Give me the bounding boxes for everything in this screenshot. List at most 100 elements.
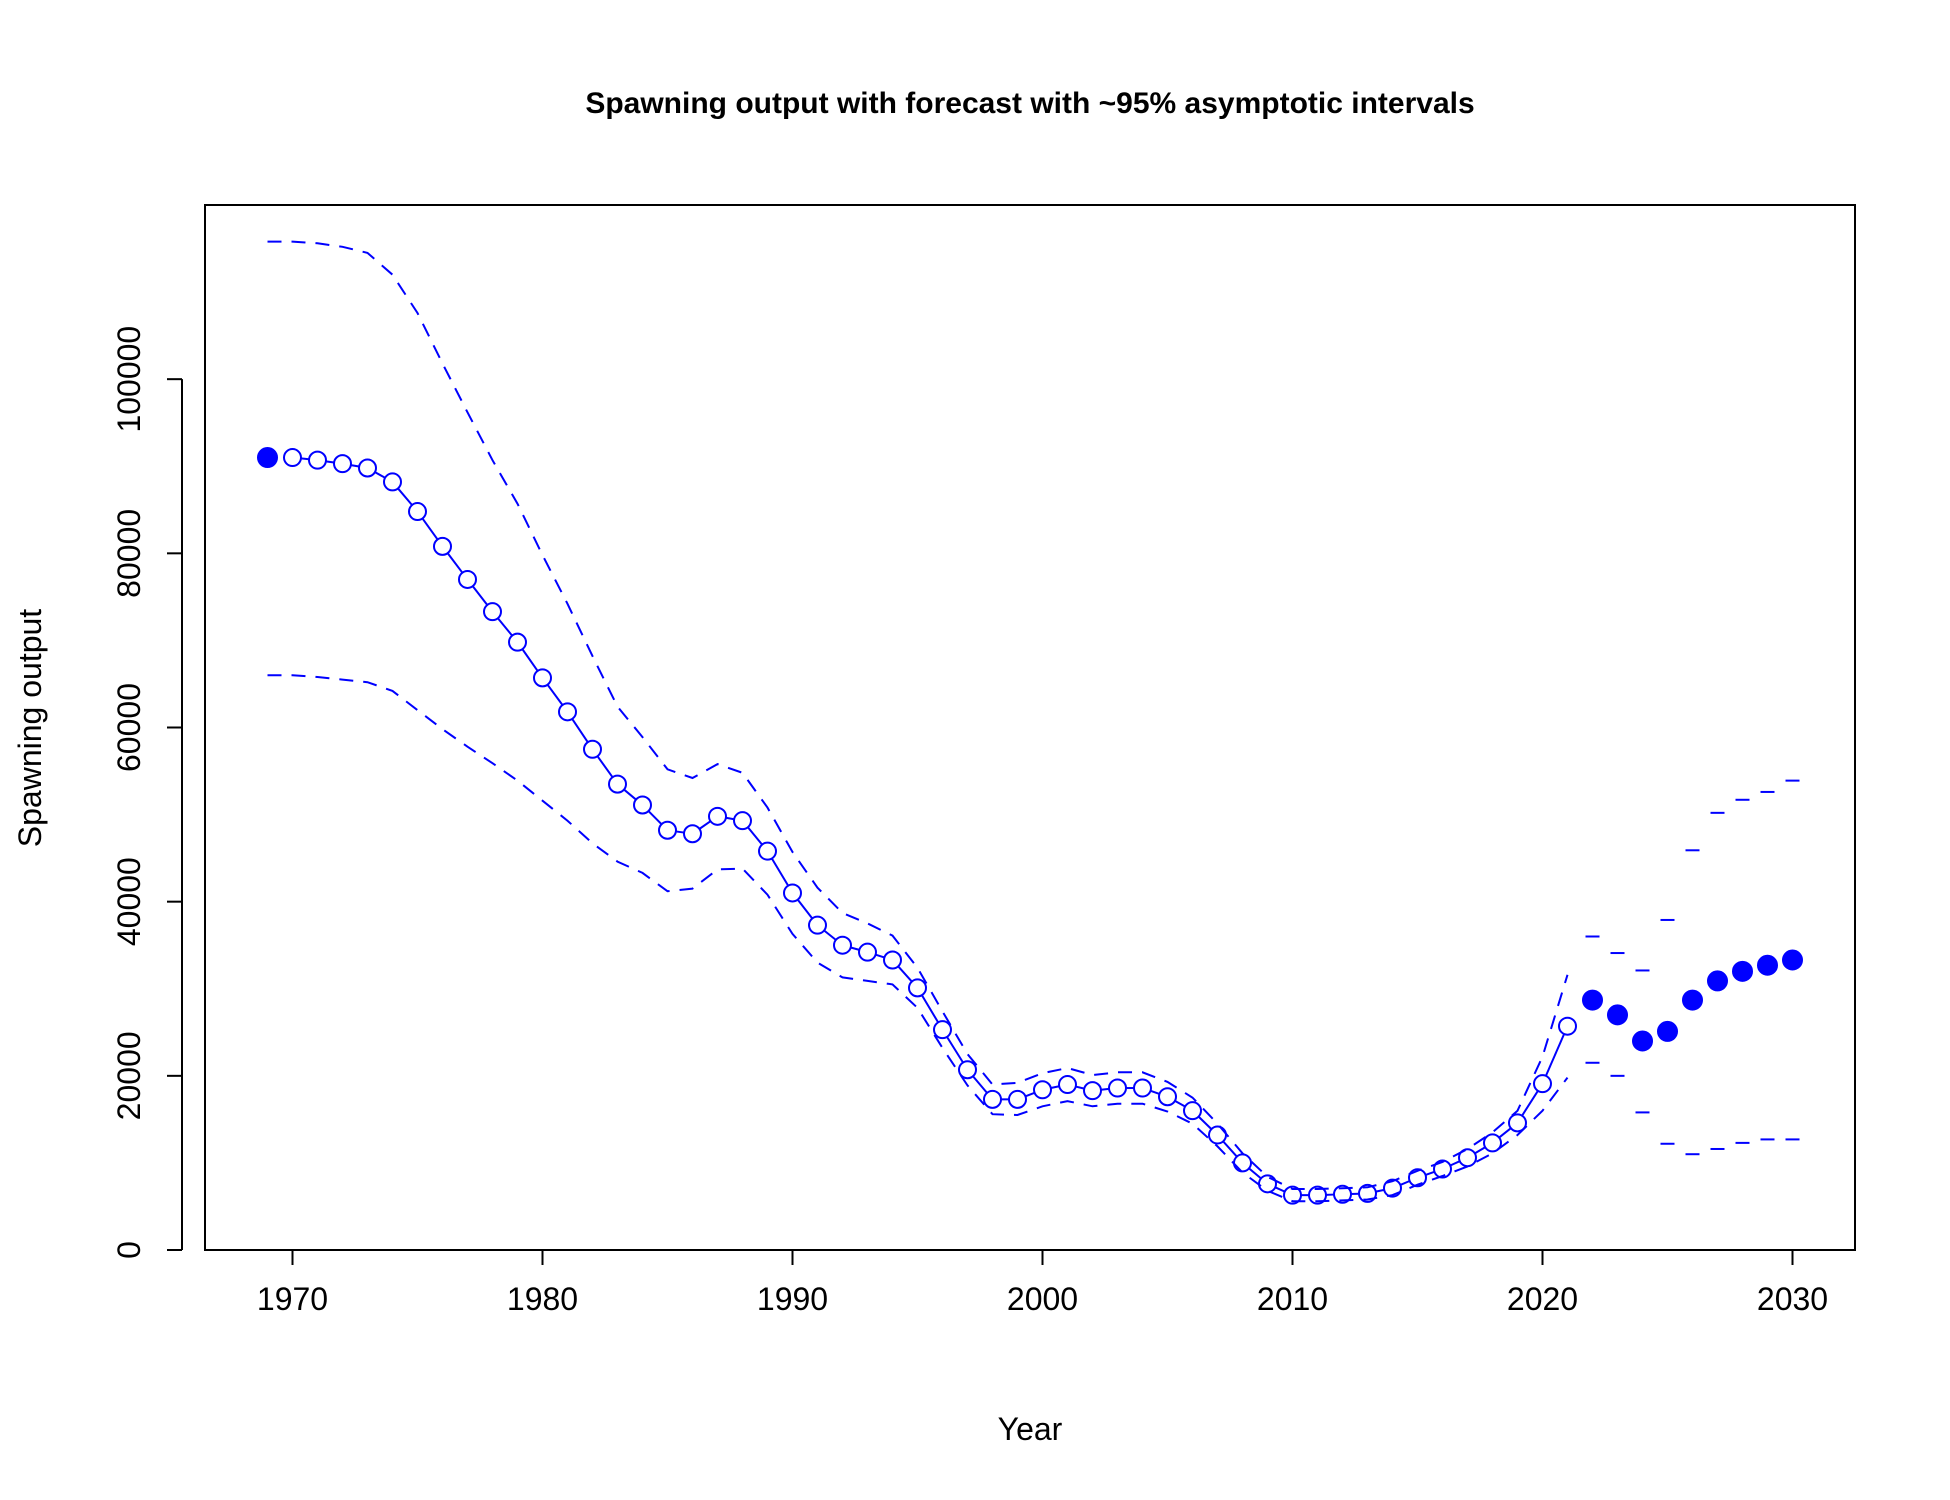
x-tick-label: 2030 xyxy=(1757,1281,1828,1317)
estimate-line-segment xyxy=(374,471,386,479)
estimate-line-segment xyxy=(521,648,539,672)
estimate-line-segment xyxy=(698,820,712,830)
estimate-line xyxy=(300,457,1566,1197)
estimate-point xyxy=(708,806,727,826)
estimate-line-segment xyxy=(1174,1099,1186,1108)
estimate-point xyxy=(1058,1075,1077,1095)
forecast-point xyxy=(1657,1020,1678,1042)
estimate-point xyxy=(683,824,702,844)
y-tick-label: 0 xyxy=(111,1241,147,1259)
estimate-line-segment xyxy=(1050,1085,1060,1090)
estimate-point xyxy=(958,1060,977,1080)
estimate-point xyxy=(1433,1159,1452,1179)
estimate-point xyxy=(333,454,352,474)
estimate-line-segment xyxy=(796,899,814,920)
estimate-point xyxy=(408,502,427,522)
estimate-line-segment xyxy=(1075,1085,1085,1090)
estimate-line-segment xyxy=(421,517,439,541)
estimate-point xyxy=(358,458,377,478)
estimate-line-segment xyxy=(1521,1090,1539,1117)
estimate-line-segment xyxy=(1425,1170,1435,1176)
estimate-point xyxy=(1083,1081,1102,1101)
estimate-line-segment xyxy=(725,816,735,821)
y-tick-label: 100000 xyxy=(111,326,147,433)
estimate-point xyxy=(1008,1089,1027,1109)
x-tick-label: 2020 xyxy=(1507,1281,1578,1317)
y-tick-label: 80000 xyxy=(111,509,147,598)
forecast-point xyxy=(1682,989,1703,1011)
forecast-point xyxy=(1707,970,1728,992)
estimate-line-segment xyxy=(350,464,360,468)
estimate-point xyxy=(1558,1016,1577,1036)
confidence-intervals xyxy=(267,240,1800,1203)
estimate-point xyxy=(583,739,602,759)
estimate-point xyxy=(508,632,527,652)
virgin-point xyxy=(257,447,278,469)
lower-ci-line xyxy=(267,674,1569,1203)
estimate-point xyxy=(633,795,652,815)
estimate-line-segment xyxy=(1248,1167,1262,1180)
estimate-line-segment xyxy=(471,585,489,606)
y-axis-label: Spawning output xyxy=(12,609,48,848)
estimate-line-segment xyxy=(571,718,589,743)
estimate-line-segment xyxy=(1544,1033,1566,1077)
estimate-line-segment xyxy=(1150,1089,1160,1095)
estimate-point xyxy=(1208,1125,1227,1145)
y-tick-label: 20000 xyxy=(111,1031,147,1120)
data-points xyxy=(257,447,1803,1205)
estimate-line-segment xyxy=(647,810,663,825)
estimate-point xyxy=(1308,1185,1327,1205)
chart-title: Spawning output with forecast with ~95% … xyxy=(585,87,1474,120)
estimate-point xyxy=(658,820,677,840)
y-tick-label: 40000 xyxy=(111,857,147,946)
estimate-point xyxy=(433,536,452,556)
estimate-point xyxy=(833,935,852,955)
estimate-line-segment xyxy=(921,994,939,1023)
estimate-point xyxy=(533,668,552,688)
forecast-point xyxy=(1782,949,1803,971)
estimate-point xyxy=(1458,1148,1477,1168)
estimate-line-segment xyxy=(623,788,637,801)
forecast-point xyxy=(1732,960,1753,982)
estimate-line-segment xyxy=(850,946,860,951)
estimate-point xyxy=(1283,1185,1302,1205)
estimate-point xyxy=(458,569,477,589)
x-axis-label: Year xyxy=(998,1411,1063,1447)
estimate-point xyxy=(983,1089,1002,1109)
estimate-point xyxy=(308,450,327,470)
estimate-point xyxy=(1408,1168,1427,1188)
estimate-line-segment xyxy=(546,684,564,706)
estimate-line-segment xyxy=(771,857,789,887)
estimate-line-segment xyxy=(1375,1188,1385,1193)
estimate-point xyxy=(1183,1101,1202,1121)
estimate-point xyxy=(283,448,302,468)
x-tick-label: 1970 xyxy=(257,1281,328,1317)
x-tick-label: 2010 xyxy=(1257,1281,1328,1317)
x-tick-label: 1980 xyxy=(507,1281,578,1317)
estimate-point xyxy=(383,472,402,492)
forecast-point xyxy=(1607,1004,1628,1026)
estimate-line-segment xyxy=(1449,1160,1461,1167)
estimate-point xyxy=(808,915,827,935)
estimate-line-segment xyxy=(946,1036,964,1064)
estimate-line-segment xyxy=(1100,1087,1110,1091)
x-axis: 1970 1980 1990 2000 2010 2020 2030 xyxy=(257,1249,1828,1317)
estimate-point xyxy=(1133,1078,1152,1098)
estimate-line-segment xyxy=(675,830,685,834)
y-tick-label: 60000 xyxy=(111,683,147,772)
estimate-point xyxy=(733,811,752,831)
estimate-line-segment xyxy=(1498,1127,1512,1139)
estimate-line-segment xyxy=(1025,1091,1035,1098)
forecast-point xyxy=(1757,954,1778,976)
estimate-point xyxy=(1483,1133,1502,1153)
estimate-line-segment xyxy=(1197,1115,1213,1130)
estimate-line-segment xyxy=(446,552,464,574)
estimate-point xyxy=(483,602,502,622)
estimate-line-segment xyxy=(397,487,413,506)
estimate-point xyxy=(1033,1080,1052,1100)
x-tick-label: 1990 xyxy=(757,1281,828,1317)
estimate-point xyxy=(1533,1074,1552,1094)
x-tick-label: 2000 xyxy=(1007,1281,1078,1317)
estimate-line-segment xyxy=(897,965,913,983)
